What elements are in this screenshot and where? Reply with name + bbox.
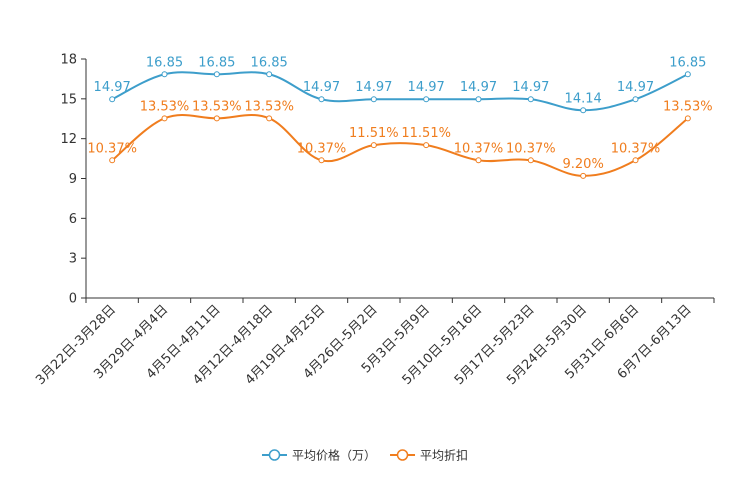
series-line-2 — [111, 114, 689, 177]
data-point — [423, 96, 430, 103]
legend-item-1[interactable]: 平均价格（万） — [262, 448, 376, 463]
data-label: 13.53% — [140, 99, 190, 114]
data-label: 13.53% — [244, 99, 294, 114]
data-label: 14.97 — [355, 80, 392, 95]
data-label: 14.97 — [94, 80, 131, 95]
data-label: 9.20% — [563, 157, 604, 172]
data-label: 14.14 — [565, 91, 602, 106]
legend-marker-icon — [396, 449, 409, 461]
data-point — [423, 142, 430, 149]
data-point — [632, 157, 639, 164]
data-point — [213, 71, 220, 78]
data-point — [370, 96, 377, 103]
data-point — [370, 142, 377, 149]
data-point — [527, 96, 534, 103]
data-point — [684, 115, 691, 122]
data-point — [109, 157, 116, 164]
legend-label: 平均折扣 — [420, 448, 468, 463]
data-point — [580, 107, 587, 114]
data-point — [266, 71, 273, 78]
data-point — [475, 96, 482, 103]
y-tick-label: 15 — [60, 92, 77, 107]
data-label: 16.85 — [146, 55, 183, 70]
data-label: 14.97 — [408, 80, 445, 95]
data-label: 10.37% — [454, 141, 504, 156]
axes: 03691215183月22日-3月28日3月29日-4月4日4月5日-4月11… — [33, 53, 715, 388]
data-label: 10.37% — [297, 141, 347, 156]
data-point — [684, 71, 691, 78]
legend-label: 平均价格（万） — [292, 448, 376, 463]
y-tick-label: 9 — [69, 172, 77, 187]
data-point — [632, 96, 639, 103]
data-label: 11.51% — [401, 126, 451, 141]
data-label: 16.85 — [251, 55, 288, 70]
data-point — [213, 115, 220, 122]
data-label: 13.53% — [192, 99, 242, 114]
series-layer — [109, 71, 691, 179]
data-point — [161, 71, 168, 78]
data-label: 16.85 — [198, 55, 235, 70]
legend-marker-icon — [268, 449, 281, 461]
y-tick-label: 3 — [69, 252, 77, 267]
data-labels: 14.97 16.85 16.85 16.85 14.97 14.97 14.97 14.97… — [87, 55, 712, 172]
legend[interactable]: 平均价格（万） 平均折扣 — [262, 448, 468, 463]
y-tick-label: 18 — [60, 53, 77, 68]
data-label: 14.97 — [460, 80, 497, 95]
data-point — [318, 96, 325, 103]
data-point — [580, 172, 587, 179]
data-label: 14.97 — [303, 80, 340, 95]
data-point — [109, 96, 116, 103]
data-label: 10.37% — [506, 141, 556, 156]
data-point — [318, 157, 325, 164]
data-label: 10.37% — [611, 141, 661, 156]
data-label: 10.37% — [87, 141, 137, 156]
y-tick-label: 12 — [60, 132, 77, 147]
legend-item-2[interactable]: 平均折扣 — [390, 448, 468, 463]
series-line-1 — [111, 71, 689, 112]
data-label: 14.97 — [512, 80, 549, 95]
data-point — [161, 115, 168, 122]
data-label: 14.97 — [617, 80, 654, 95]
y-tick-label: 6 — [69, 212, 77, 227]
data-label: 16.85 — [669, 55, 706, 70]
data-point — [527, 157, 534, 164]
data-point — [475, 157, 482, 164]
y-tick-label: 0 — [69, 292, 77, 307]
data-label: 13.53% — [663, 99, 713, 114]
data-point — [266, 115, 273, 122]
data-label: 11.51% — [349, 126, 399, 141]
